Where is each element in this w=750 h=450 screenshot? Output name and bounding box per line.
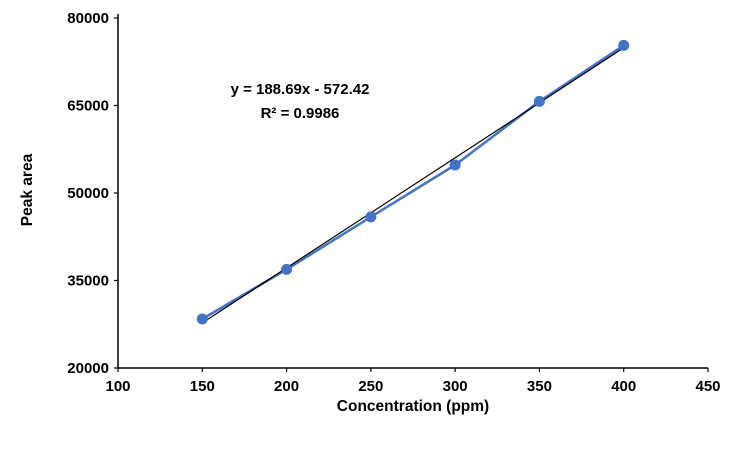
data-point-marker xyxy=(281,263,293,275)
y-tick-label: 50000 xyxy=(67,185,109,202)
y-tick-label: 65000 xyxy=(67,98,109,115)
x-tick-label: 150 xyxy=(190,378,215,395)
data-point-marker xyxy=(449,159,461,171)
x-tick-label: 250 xyxy=(358,378,383,395)
y-tick-label: 35000 xyxy=(67,273,109,290)
r-squared-text: R² = 0.9986 xyxy=(260,105,340,122)
x-tick-label: 100 xyxy=(105,378,130,395)
data-point-marker xyxy=(533,95,545,107)
y-axis-title: Peak area xyxy=(19,153,36,227)
x-tick-label: 400 xyxy=(611,378,636,395)
trendline xyxy=(201,47,625,324)
x-tick-label: 450 xyxy=(695,378,720,395)
trendline-equation-text: y = 188.69x - 572.42 xyxy=(230,81,370,98)
y-tick-label: 80000 xyxy=(67,10,109,27)
x-tick-label: 300 xyxy=(443,378,468,395)
x-tick-label: 350 xyxy=(527,378,552,395)
data-point-marker xyxy=(618,39,630,51)
data-point-marker xyxy=(196,313,208,325)
trendline-annotation: y = 188.69x - 572.42 R² = 0.9986 xyxy=(170,78,430,126)
x-tick-label: 200 xyxy=(274,378,299,395)
x-axis-title: Concentration (ppm) xyxy=(336,398,490,415)
y-tick-label: 20000 xyxy=(67,360,109,377)
data-point-marker xyxy=(365,211,377,223)
